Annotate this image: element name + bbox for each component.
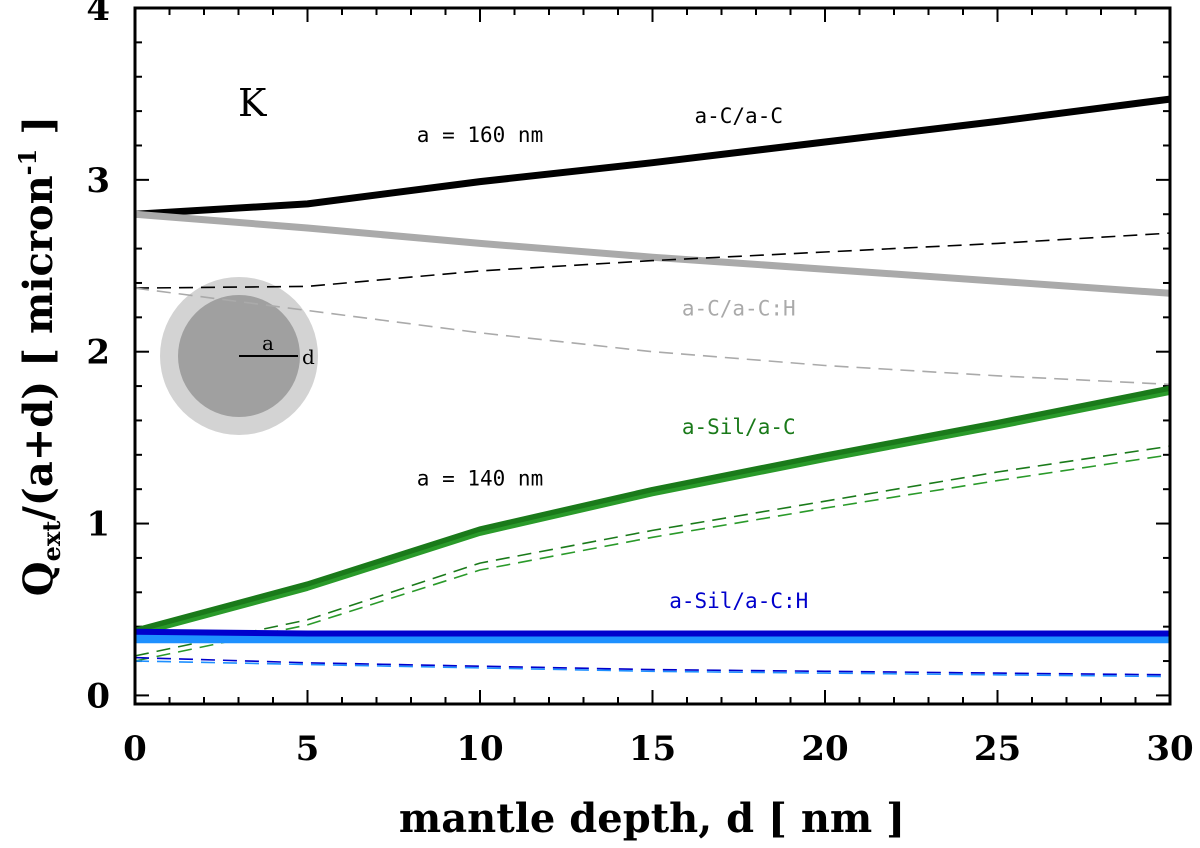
series-annotation: a = 140 nm [417, 467, 543, 491]
x-axis-title: mantle depth, d [ nm ] [399, 795, 905, 842]
y-axis-title-rest: /(a+d) [ micron [15, 175, 62, 520]
series-annotation: a-C/a-C [694, 104, 783, 128]
series-line [134, 287, 1171, 386]
series-line [134, 660, 1171, 678]
series-line [134, 454, 1171, 662]
y-axis-title-q: Q [15, 561, 62, 596]
y-axis-title: Qext/(a+d) [ micron-1 ] [13, 116, 66, 596]
mantle-depth-label: d [302, 345, 315, 369]
series-line [134, 656, 1171, 676]
series-annotation: a-C/a-C:H [682, 297, 796, 321]
series-line [133, 385, 1171, 636]
y-tick-label: 4 [86, 0, 110, 29]
series-annotation: a = 160 nm [417, 123, 543, 147]
x-tick-labels: 0 5 10 15 20 25 30 [123, 729, 1194, 769]
annotations: a-C/a-C a = 160 nm a-C/a-C:H a-Sil/a-C a = 1… [417, 104, 809, 613]
x-tick-label: 5 [296, 729, 320, 769]
series-line [134, 445, 1171, 657]
x-tick-label: 30 [1146, 729, 1193, 769]
series-line [134, 95, 1171, 218]
series-line [134, 628, 1170, 637]
series-layer [133, 95, 1171, 678]
y-tick-label: 1 [86, 505, 110, 545]
series-line [134, 210, 1171, 297]
x-tick-label: 15 [629, 729, 676, 769]
y-tick-labels: 0 1 2 3 4 [86, 0, 110, 716]
y-axis-title-sub: ext [37, 521, 66, 562]
y-tick-label: 3 [86, 161, 110, 201]
series-annotation: a-Sil/a-C:H [669, 589, 808, 613]
x-tick-label: 0 [123, 729, 147, 769]
y-axis-title-close: ] [15, 116, 62, 149]
plot-frame [133, 6, 1172, 706]
y-tick-label: 0 [86, 676, 110, 716]
y-tick-label: 2 [86, 333, 110, 373]
series-line [134, 232, 1171, 289]
y-axis-title-sup: -1 [13, 149, 42, 176]
panel-label: K [238, 81, 267, 125]
core-radius-label: a [262, 331, 274, 355]
series-annotation: a-Sil/a-C [682, 415, 796, 439]
series-line [134, 390, 1171, 638]
core-mantle-inset: a d [160, 277, 318, 435]
x-tick-label: 20 [801, 729, 848, 769]
x-tick-label: 10 [456, 729, 503, 769]
x-tick-label: 25 [974, 729, 1021, 769]
